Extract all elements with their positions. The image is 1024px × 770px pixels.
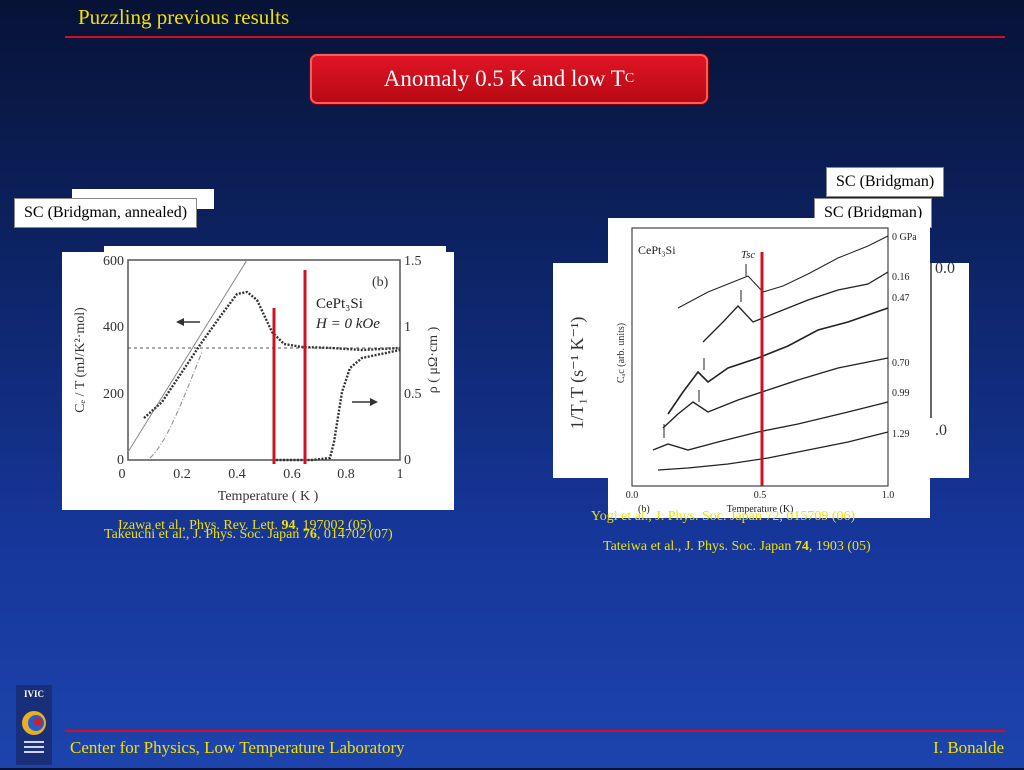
ref-tateiwa-prefix: Tateiwa et al., J. Phys. Soc. Japan — [603, 539, 795, 554]
p-label-129: 1.29 — [892, 429, 910, 440]
ry-tick-1: 1 — [404, 320, 411, 335]
ref-izawa-suffix: , 197002 (05) — [295, 518, 372, 533]
ry-tick-0: 0 — [404, 453, 411, 468]
behind-plot-svg: 1/T₁T (s⁻¹ K⁻¹) 0.0 .0 — [567, 263, 955, 439]
right-plot-ac-heat: CePt₃Si Tsc Cₐc (arb. units) 0 GPa 0.16 … — [608, 218, 930, 518]
ref-takeuchi-prefix: Takeuchi et al., J. Phys. Soc. Japan — [104, 527, 303, 542]
left-rho-curve — [276, 348, 401, 462]
left-arrowhead-rho — [370, 398, 378, 406]
left-plot-xlabel: Temperature ( K ) — [218, 489, 319, 504]
left-ce-curve — [143, 290, 401, 419]
left-plot-specific-heat: 0 200 400 600 0 0.5 1 1.5 0 0.2 0.4 0.6 … — [62, 252, 454, 510]
slide-title: Puzzling previous results — [78, 5, 290, 29]
left-plot-compound: CePt₃Si — [316, 296, 363, 312]
logo-circle-core — [34, 718, 42, 726]
curve-070 — [662, 357, 889, 429]
p-label-0: 0 GPa — [892, 232, 917, 243]
behind-tick-bot: .0 — [935, 422, 947, 439]
right-plot-frame — [631, 227, 889, 487]
lx-tick-04: 0.4 — [228, 467, 246, 482]
lx-tick-1: 1 — [397, 467, 404, 482]
right-plot-svg: CePt₃Si Tsc Cₐc (arb. units) 0 GPa 0.16 … — [616, 227, 917, 515]
curve-047 — [667, 307, 889, 415]
ref-izawa: Izawa et al., Phys. Rev. Lett. 94, 19700… — [118, 518, 371, 534]
ref-tateiwa-vol: 74 — [794, 539, 809, 554]
ivic-logo-svg: IVIC — [16, 685, 52, 765]
left-plot-ylabel-right: ρ ( μΩ·cm ) — [426, 326, 441, 393]
curve-099 — [652, 401, 889, 451]
footer-affiliation: Center for Physics, Low Temperature Labo… — [70, 738, 405, 757]
right-plot-panel: (b) — [638, 504, 650, 515]
logo-line-3 — [24, 751, 44, 753]
right-sc-label-top: SC (Bridgman) — [826, 167, 945, 197]
left-plot-panel: (b) — [372, 275, 389, 290]
curve-0gpa — [677, 235, 889, 309]
ly-tick-200: 200 — [103, 387, 124, 402]
headline-text: Anomaly 0.5 K and low T — [383, 66, 625, 91]
headline-subscript: C — [624, 71, 635, 86]
ly-tick-0: 0 — [117, 453, 124, 468]
footer-divider — [65, 730, 1005, 732]
behind-plot-ylabel: 1/T₁T (s⁻¹ K⁻¹) — [567, 317, 588, 430]
p-label-070: 0.70 — [892, 358, 910, 369]
left-plot-frame — [127, 259, 401, 461]
curve-129 — [657, 431, 889, 471]
left-plot-svg: 0 200 400 600 0 0.5 1 1.5 0 0.2 0.4 0.6 … — [73, 254, 441, 504]
ly-tick-600: 600 — [103, 254, 124, 269]
left-linear-fit — [127, 259, 248, 453]
ref-takeuchi-vol: 76 — [302, 527, 317, 542]
ref-takeuchi-suffix: , 014702 (07) — [316, 527, 393, 542]
ivic-logo: IVIC — [16, 685, 52, 765]
ref-izawa-prefix: Izawa et al., Phys. Rev. Lett. — [118, 518, 282, 533]
left-plot-backdrop — [104, 246, 446, 256]
ly-tick-400: 400 — [103, 320, 124, 335]
rx-tick-0: 0.0 — [626, 490, 639, 501]
p-label-016: 0.16 — [892, 272, 910, 283]
lx-tick-02: 0.2 — [173, 467, 191, 482]
p-label-099: 0.99 — [892, 388, 910, 399]
left-plot-field: H = 0 kOe — [315, 316, 380, 332]
logo-line-2 — [24, 746, 44, 748]
left-sc-label: SC (Bridgman, annealed) — [14, 198, 198, 228]
curve-016 — [702, 271, 889, 343]
ref-tateiwa-suffix: , 1903 (05) — [808, 539, 871, 554]
ry-tick-15: 1.5 — [404, 254, 422, 269]
ref-izawa-vol: 94 — [281, 518, 296, 533]
rx-tick-1: 1.0 — [882, 490, 895, 501]
logo-text: IVIC — [24, 689, 44, 699]
logo-line-1 — [24, 741, 44, 743]
p-label-047: 0.47 — [892, 293, 910, 304]
lx-tick-06: 0.6 — [283, 467, 301, 482]
ref-takeuchi: Takeuchi et al., J. Phys. Soc. Japan 76,… — [104, 527, 393, 543]
left-dashdot-curve — [149, 351, 203, 459]
right-plot-tsc: Tsc — [741, 249, 755, 261]
right-plot-compound: CePt₃Si — [638, 243, 676, 257]
title-divider — [65, 36, 1005, 38]
left-plot-ylabel: Cₑ / T (mJ/K²·mol) — [73, 307, 88, 413]
left-arrowhead-ce — [176, 318, 184, 326]
lx-tick-08: 0.8 — [337, 467, 355, 482]
lx-tick-0: 0 — [119, 467, 126, 482]
ref-yogi: Yogi et al., J. Phys. Soc. Japan 72, 015… — [591, 509, 856, 524]
footer-author: I. Bonalde — [933, 738, 1004, 757]
behind-tick-top: 0.0 — [935, 263, 955, 277]
ry-tick-05: 0.5 — [404, 387, 422, 402]
rx-tick-05: 0.5 — [754, 490, 767, 501]
right-plot-ylabel: Cₐc (arb. units) — [616, 323, 627, 383]
right-plot-xlabel: Temperature (K) — [727, 504, 794, 515]
ref-tateiwa: Tateiwa et al., J. Phys. Soc. Japan 74, … — [603, 539, 871, 555]
